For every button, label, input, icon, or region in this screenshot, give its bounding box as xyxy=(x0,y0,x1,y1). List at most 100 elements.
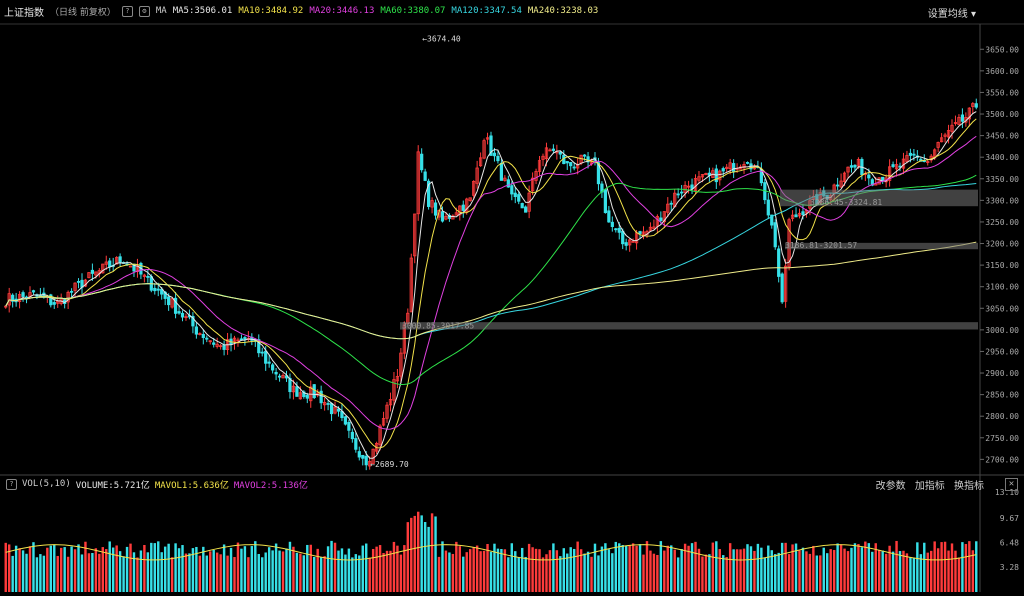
volume-bar xyxy=(902,550,905,592)
ma-settings-label: 设置均线 xyxy=(927,9,968,20)
period-label[interactable]: （日线 前复权） xyxy=(50,7,116,18)
candle-body xyxy=(721,168,725,172)
switch-indicator-button[interactable]: 换指标 xyxy=(954,481,984,492)
candle-body xyxy=(118,256,122,263)
volume-bar xyxy=(566,553,569,592)
volume-bar xyxy=(618,543,621,592)
gap-label: 3286.45-3324.81 xyxy=(810,198,882,207)
mavol2-value: MAVOL2:5.136亿 xyxy=(233,480,308,491)
candle-body xyxy=(31,290,36,293)
help-icon[interactable]: ? xyxy=(121,5,133,17)
candle-body xyxy=(510,185,514,195)
candle-body xyxy=(517,194,521,202)
volume-bar xyxy=(929,550,933,592)
candle-body xyxy=(967,107,971,120)
volume-bar xyxy=(392,541,396,592)
volume-bar xyxy=(21,550,25,592)
y-tick-label: 3500.00 xyxy=(985,110,1019,119)
candle-body xyxy=(437,210,441,218)
candle-body xyxy=(506,179,510,188)
volume-bar xyxy=(403,545,406,592)
candle-body xyxy=(173,297,178,314)
candle-body xyxy=(142,274,146,277)
candle-body xyxy=(513,192,517,198)
candle-body xyxy=(208,340,212,343)
candle-body xyxy=(298,392,302,400)
volume-bar xyxy=(399,554,403,592)
volume-bar xyxy=(274,543,278,592)
volume-bar xyxy=(191,548,195,592)
volume-bar xyxy=(548,550,552,592)
volume-bar xyxy=(964,544,968,592)
candle-body xyxy=(236,339,240,342)
candle-body xyxy=(239,338,244,341)
volume-bar xyxy=(174,543,177,592)
candle-body xyxy=(482,140,486,159)
gear-icon[interactable]: ⚙ xyxy=(138,5,150,17)
change-params-button[interactable]: 改参数 xyxy=(875,481,906,492)
volume-bar xyxy=(493,543,496,592)
volume-bar xyxy=(91,552,94,592)
vol-label: VOL(5,10) xyxy=(22,479,71,489)
volume-bar xyxy=(285,548,288,592)
volume-bar xyxy=(292,546,295,592)
volume-bar xyxy=(514,551,517,592)
volume-bar xyxy=(434,516,437,592)
candle-body xyxy=(128,265,133,268)
volume-bar xyxy=(812,545,815,592)
volume-bar xyxy=(482,550,486,592)
candle-body xyxy=(212,342,216,345)
close-icon[interactable]: ✕ xyxy=(1005,478,1018,491)
candle-body xyxy=(191,315,195,327)
candle-body xyxy=(413,213,417,257)
gap-zone xyxy=(400,322,978,330)
ma240-line xyxy=(5,241,977,340)
volume-bar xyxy=(309,544,312,592)
volume-bar xyxy=(687,545,690,592)
candle-body xyxy=(354,438,358,450)
candle-body xyxy=(732,163,736,173)
candle-body xyxy=(475,167,479,184)
volume-bar xyxy=(690,543,694,592)
volume-bar xyxy=(28,546,32,592)
volume-bar xyxy=(420,515,423,592)
candle-body xyxy=(454,212,458,216)
volume-bar xyxy=(49,545,53,592)
volume-bar xyxy=(389,550,392,592)
gap-zone xyxy=(780,189,978,207)
candle-body xyxy=(485,137,490,140)
candle-body xyxy=(569,161,573,167)
volume-bar xyxy=(313,556,316,592)
add-indicator-button[interactable]: 加指标 xyxy=(914,481,945,492)
candle-body xyxy=(784,265,788,302)
candle-body xyxy=(867,174,871,179)
candle-body xyxy=(797,212,802,217)
y-tick-label: 2850.00 xyxy=(985,391,1019,400)
volume-bar xyxy=(333,542,337,592)
candle-body xyxy=(773,222,777,248)
candle-body xyxy=(926,161,930,163)
volume-bar xyxy=(895,540,898,592)
volume-bar xyxy=(39,554,42,592)
volume-bar xyxy=(7,544,11,592)
candle-body xyxy=(957,117,961,125)
candle-body xyxy=(842,172,847,182)
y-tick-label: 3300.00 xyxy=(985,196,1019,205)
volume-bar xyxy=(916,542,919,592)
volume-bar xyxy=(954,550,957,592)
volume-bar xyxy=(382,552,385,592)
volume-bar xyxy=(365,543,368,592)
volume-bar xyxy=(777,552,780,592)
volume-bar xyxy=(486,543,489,592)
volume-bar xyxy=(943,541,947,592)
volume-bar xyxy=(150,542,153,592)
y-tick-label: 2700.00 xyxy=(985,455,1019,464)
volume-help-icon[interactable]: ? xyxy=(6,478,17,490)
ma-settings-button[interactable]: 设置均线 ▾ xyxy=(928,5,976,20)
volume-bar xyxy=(559,556,562,592)
volume-bar xyxy=(222,544,226,592)
volume-bar xyxy=(229,547,233,592)
candle-body xyxy=(201,334,205,338)
candle-body xyxy=(551,148,556,151)
